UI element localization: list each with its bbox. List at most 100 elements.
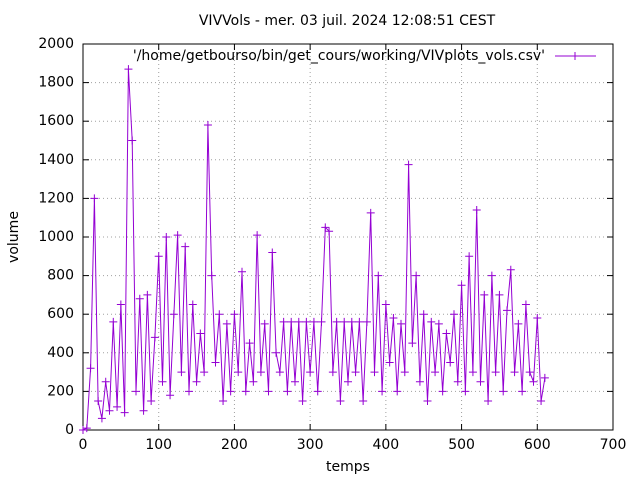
point-marker [154, 252, 163, 261]
point-marker [415, 377, 424, 386]
point-marker [465, 252, 474, 261]
point-marker [177, 368, 186, 377]
x-tick-label: 700 [600, 437, 627, 453]
point-marker [313, 387, 322, 396]
point-marker [211, 358, 220, 367]
point-marker [150, 333, 159, 342]
point-marker [185, 387, 193, 396]
point-marker [317, 317, 326, 326]
point-marker [499, 387, 508, 396]
point-marker [340, 317, 349, 326]
point-marker [393, 387, 402, 396]
point-marker [442, 329, 451, 338]
point-marker [275, 368, 284, 377]
point-marker [162, 233, 171, 241]
point-marker [192, 377, 201, 386]
x-axis-label: temps [326, 459, 370, 475]
point-marker [294, 317, 303, 326]
point-marker [506, 265, 515, 274]
point-marker [385, 358, 394, 367]
point-marker [147, 397, 156, 406]
point-marker [120, 408, 129, 417]
point-marker [468, 368, 477, 377]
point-marker [203, 121, 212, 130]
point-marker [540, 373, 549, 382]
point-marker [400, 368, 409, 377]
point-marker [109, 317, 118, 326]
x-tick-label: 200 [221, 437, 248, 453]
point-marker [166, 391, 175, 400]
point-marker [158, 377, 167, 386]
point-marker [222, 319, 231, 328]
point-marker [238, 267, 246, 276]
point-marker [472, 205, 481, 214]
point-marker [181, 242, 190, 251]
y-tick-label: 800 [47, 268, 74, 284]
point-marker [86, 364, 95, 373]
point-marker [124, 65, 133, 74]
point-marker [378, 387, 387, 396]
point-marker [264, 387, 273, 396]
x-tick-label: 400 [372, 437, 399, 453]
point-marker [169, 310, 178, 319]
point-marker [188, 300, 197, 309]
point-marker [173, 231, 182, 240]
y-tick-label: 1200 [38, 190, 74, 206]
point-marker [533, 314, 542, 323]
point-marker [491, 368, 500, 377]
point-marker [306, 368, 315, 377]
point-marker [503, 306, 511, 315]
x-tick-label: 100 [145, 437, 172, 453]
point-marker [226, 387, 235, 396]
point-marker [487, 271, 496, 280]
x-tick-label: 0 [79, 437, 88, 453]
point-marker [480, 290, 489, 299]
point-marker [370, 368, 379, 377]
y-tick-label: 2000 [38, 36, 74, 52]
point-marker [423, 397, 432, 406]
point-marker [404, 160, 413, 169]
point-marker [302, 317, 311, 326]
point-marker [510, 368, 519, 377]
y-tick-label: 0 [65, 422, 74, 438]
point-marker [245, 339, 254, 348]
point-marker [518, 387, 527, 396]
series-line [82, 69, 546, 431]
point-marker [438, 387, 447, 396]
point-marker [434, 319, 443, 328]
point-marker [381, 300, 390, 309]
point-marker [272, 348, 281, 357]
point-marker [234, 368, 243, 377]
point-marker [355, 317, 364, 326]
point-marker [461, 387, 470, 396]
x-tick-label: 600 [524, 437, 551, 453]
point-marker [249, 377, 258, 386]
point-marker [362, 317, 371, 326]
point-marker [453, 377, 462, 386]
point-marker [298, 397, 307, 406]
point-marker [283, 387, 292, 396]
point-marker [101, 377, 110, 386]
point-marker [279, 317, 288, 326]
point-marker [79, 426, 87, 434]
point-marker [514, 319, 523, 328]
point-marker [256, 368, 265, 377]
point-marker [90, 194, 99, 203]
y-tick-label: 1800 [38, 75, 74, 91]
point-marker [344, 377, 352, 386]
point-marker [241, 387, 250, 396]
point-marker [128, 136, 137, 145]
point-marker [268, 248, 277, 257]
point-marker [253, 231, 262, 240]
y-tick-label: 1600 [38, 113, 74, 129]
point-marker [287, 317, 296, 326]
point-marker [321, 223, 330, 232]
point-marker [484, 397, 493, 406]
point-marker [105, 406, 114, 415]
y-tick-label: 1400 [38, 152, 74, 168]
chart-title: VIVVols - mer. 03 juil. 2024 12:08:51 CE… [199, 13, 496, 29]
point-marker [427, 317, 436, 326]
point-marker [135, 294, 144, 303]
point-marker [336, 397, 345, 406]
